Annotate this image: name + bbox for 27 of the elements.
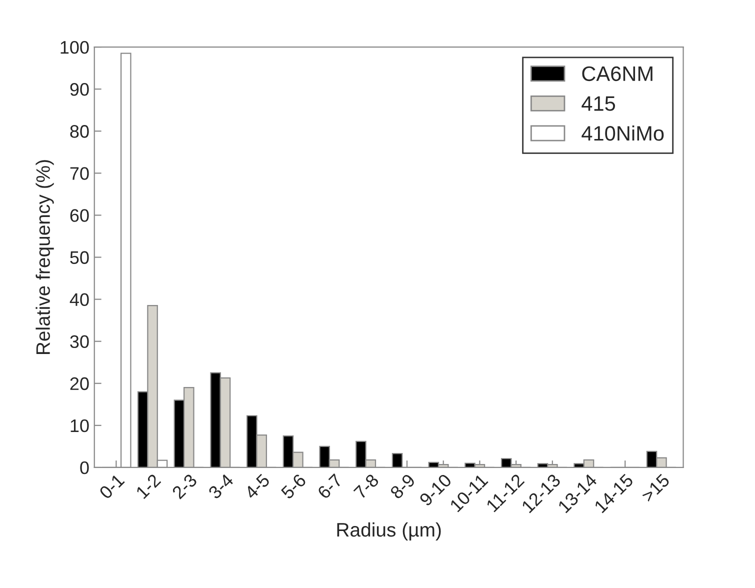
x-axis-title: Radius (µm) [337,522,441,541]
y-axis-title: Relative frequency (%) [36,160,54,354]
x-tick-label: 2-3 [171,473,198,500]
x-tick-label: 4-5 [244,473,270,500]
y-tick-label: 100 [60,40,89,54]
x-tick-label: 9-10 [418,473,452,507]
legend-label: 415 [582,96,616,111]
x-tick-label: 5-6 [280,473,307,500]
y-tick-label: 90 [70,83,89,96]
x-tick-label: 6-7 [316,473,344,500]
y-tick-label: 50 [70,251,89,264]
x-tick-label: >15 [640,473,670,503]
legend-label: CA6NM [582,66,652,82]
y-tick-label: 60 [70,209,89,222]
legend-label: 410NiMo [582,125,664,141]
y-tick-label: 40 [70,293,89,306]
x-tick-label: 3-4 [208,473,234,500]
y-tick-label: 80 [70,125,89,138]
y-tick-label: 0 [80,461,89,474]
y-tick-label: 70 [70,167,89,180]
y-tick-label: 30 [70,335,89,348]
y-tick-label: 10 [70,419,89,432]
x-tick-label: 8-9 [389,473,416,500]
x-tick-label: 7-8 [353,473,380,500]
x-tick-label: 0-1 [98,473,125,500]
y-tick-label: 20 [70,377,89,390]
x-tick-label: 1-2 [135,473,162,500]
